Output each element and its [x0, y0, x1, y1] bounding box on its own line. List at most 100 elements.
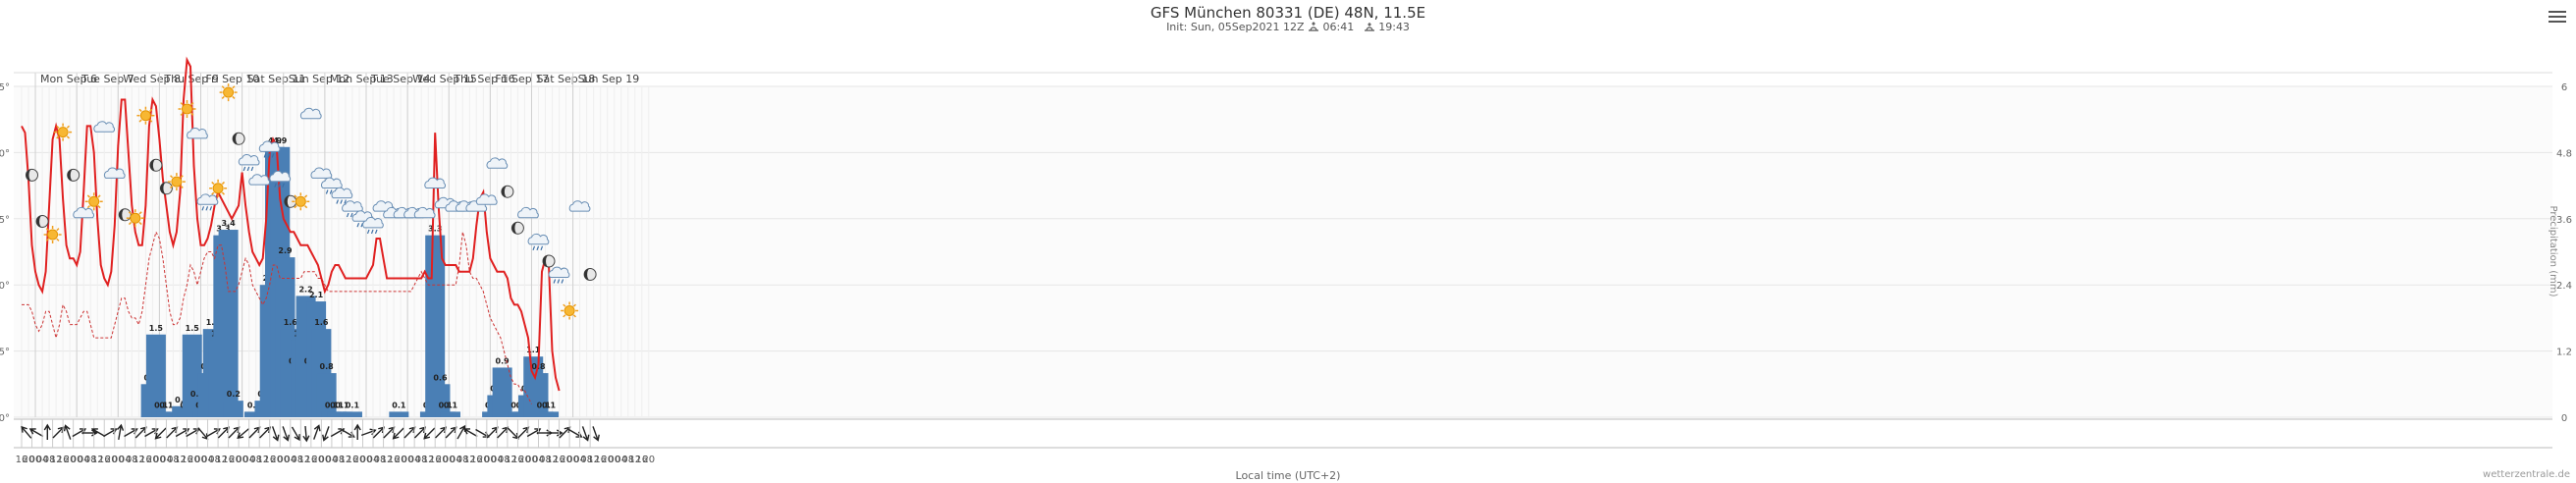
sun-ray: [563, 314, 566, 318]
moon-icon: [159, 182, 173, 195]
sun-ray: [221, 95, 225, 99]
precip-label: 0.8: [320, 362, 335, 371]
wind-arrow: [154, 427, 167, 440]
cloud-icon: [568, 200, 591, 212]
rain-drop: [540, 245, 544, 251]
wind-shaft: [30, 428, 44, 438]
sun-ray: [180, 112, 184, 116]
hour-tick: 12: [215, 455, 228, 465]
wind-shaft: [393, 427, 404, 439]
precip-label: 0.1: [392, 401, 406, 409]
wind-arrow: [21, 425, 32, 439]
wind-shaft: [248, 427, 260, 439]
sun-ray: [170, 185, 174, 188]
hour-tick: 04: [450, 455, 462, 465]
precip-label: 1.6: [206, 318, 221, 327]
wind-head: [582, 434, 590, 442]
wind-shaft: [592, 426, 599, 440]
wind-arrow: [313, 424, 321, 440]
sun-icon: [561, 301, 579, 320]
precip-label: 4.9: [268, 136, 283, 145]
wind-shaft: [175, 428, 188, 438]
wind-head: [21, 425, 27, 433]
hour-tick: 16: [57, 455, 70, 465]
sun-ray: [232, 95, 236, 99]
menu-icon[interactable]: [2549, 8, 2566, 24]
sun-ray: [97, 194, 101, 198]
credit: wetterzentrale.de: [2483, 469, 2570, 480]
left-axis-tick: 15°: [0, 215, 10, 226]
precip-label: 0.1: [154, 401, 169, 409]
wind-head: [154, 432, 162, 440]
sun-ray: [138, 119, 142, 123]
hour-tick: 00: [360, 455, 373, 465]
hour-tick: 20: [560, 455, 572, 465]
weather-icons: [26, 83, 597, 320]
cloud-shape: [238, 154, 260, 166]
hour-tick: 20: [311, 455, 324, 465]
precip-bar: [316, 373, 337, 417]
hour-tick: 00: [277, 455, 290, 465]
wind-shaft: [360, 429, 375, 437]
rain-drop: [201, 206, 205, 211]
init-time: Init: Sun, 05Sep2021 12Z: [1166, 21, 1305, 33]
precip-bar: [145, 334, 166, 417]
wind-arrow: [90, 428, 106, 438]
rain-drop: [557, 279, 561, 284]
left-axis-tick: 0°: [0, 413, 10, 424]
hour-tick: 00: [194, 455, 207, 465]
sun-icon: [178, 100, 196, 118]
moon-shade: [511, 222, 518, 235]
hour-tick: 04: [242, 455, 255, 465]
hour-tick: 12: [628, 455, 641, 465]
hour-tick: 12: [50, 455, 63, 465]
precip-label: 1.5: [186, 324, 200, 333]
wind-shaft: [291, 426, 300, 440]
sun-ray: [149, 119, 153, 123]
hour-tick: 20: [436, 455, 449, 465]
wind-arrow: [291, 426, 300, 442]
sun-ray: [572, 303, 576, 307]
hour-tick: 04: [201, 455, 214, 465]
wind-head: [423, 432, 431, 440]
wind-arrow: [547, 429, 564, 437]
sun-ray: [45, 238, 49, 242]
wind-arrow: [28, 428, 44, 438]
wind-shaft: [486, 427, 498, 439]
left-axis-tick: 20°: [0, 148, 10, 159]
wind-head: [556, 429, 564, 437]
sun-disc: [171, 176, 183, 188]
hour-tick: 08: [84, 455, 97, 465]
wind-shaft: [228, 427, 240, 439]
hour-tick: 04: [408, 455, 421, 465]
wind-arrow: [43, 423, 51, 440]
hour-tick: 16: [470, 455, 483, 465]
hour-tick: 16: [98, 455, 111, 465]
sunset-time: 19:43: [1378, 21, 1410, 33]
sun-ray: [45, 228, 49, 232]
cloud-shape: [517, 206, 539, 219]
moon-icon: [284, 194, 297, 208]
hour-tick: 12: [297, 455, 310, 465]
precip-label: 1.5: [149, 324, 164, 333]
sun-ray: [190, 102, 194, 106]
right-axis-label: Precipitation (mm): [2548, 206, 2558, 297]
sun-ray: [149, 108, 153, 112]
precip-label: 0.1: [537, 401, 552, 409]
wind-arrow: [302, 425, 310, 443]
hour-tick: 20: [188, 455, 200, 465]
wind-head: [237, 432, 244, 440]
sun-icon: [43, 226, 62, 243]
wind-shaft: [341, 428, 354, 438]
sun-ray: [190, 112, 194, 116]
wind-arrow: [592, 426, 600, 442]
precip-label: 0.1: [346, 401, 360, 409]
hour-tick: 16: [388, 455, 401, 465]
precip-label: 0.1: [330, 401, 345, 409]
hour-tick: 16: [304, 455, 317, 465]
wind-row: [14, 418, 2552, 449]
sun-ray: [563, 303, 566, 307]
day-label: Tue Sep 7: [80, 73, 134, 85]
